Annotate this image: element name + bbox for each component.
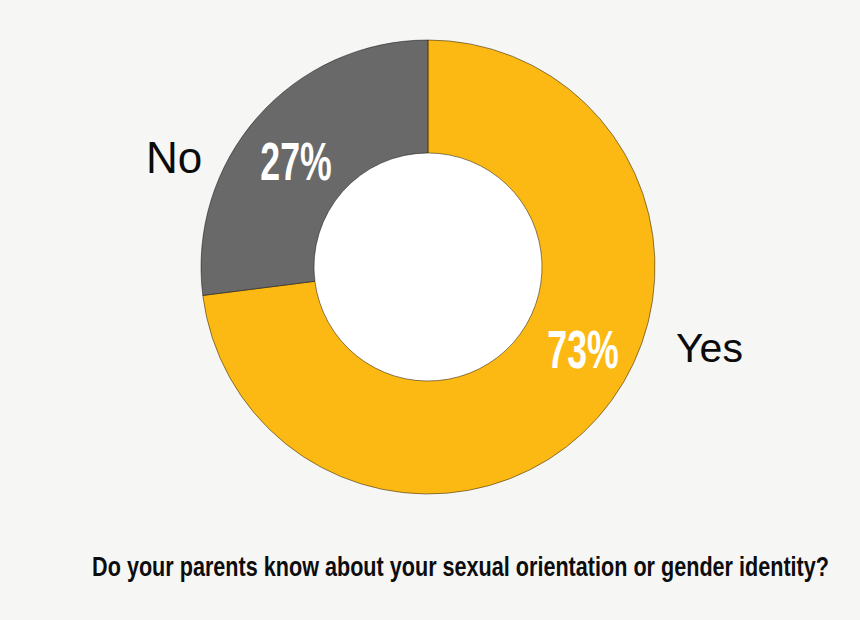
- yes-category-label: Yes: [676, 328, 743, 369]
- donut-hole: [314, 153, 542, 381]
- yes-percentage-label: 73%: [547, 322, 618, 376]
- chart-title-text: Do your parents know about your sexual o…: [92, 551, 829, 583]
- donut-chart-svg: [0, 0, 860, 620]
- donut-chart-figure: 73% 27% Yes No Do your parents know abou…: [0, 0, 860, 620]
- no-percentage-label: 27%: [260, 134, 331, 188]
- no-category-label: No: [146, 136, 202, 180]
- chart-title: Do your parents know about your sexual o…: [0, 551, 860, 583]
